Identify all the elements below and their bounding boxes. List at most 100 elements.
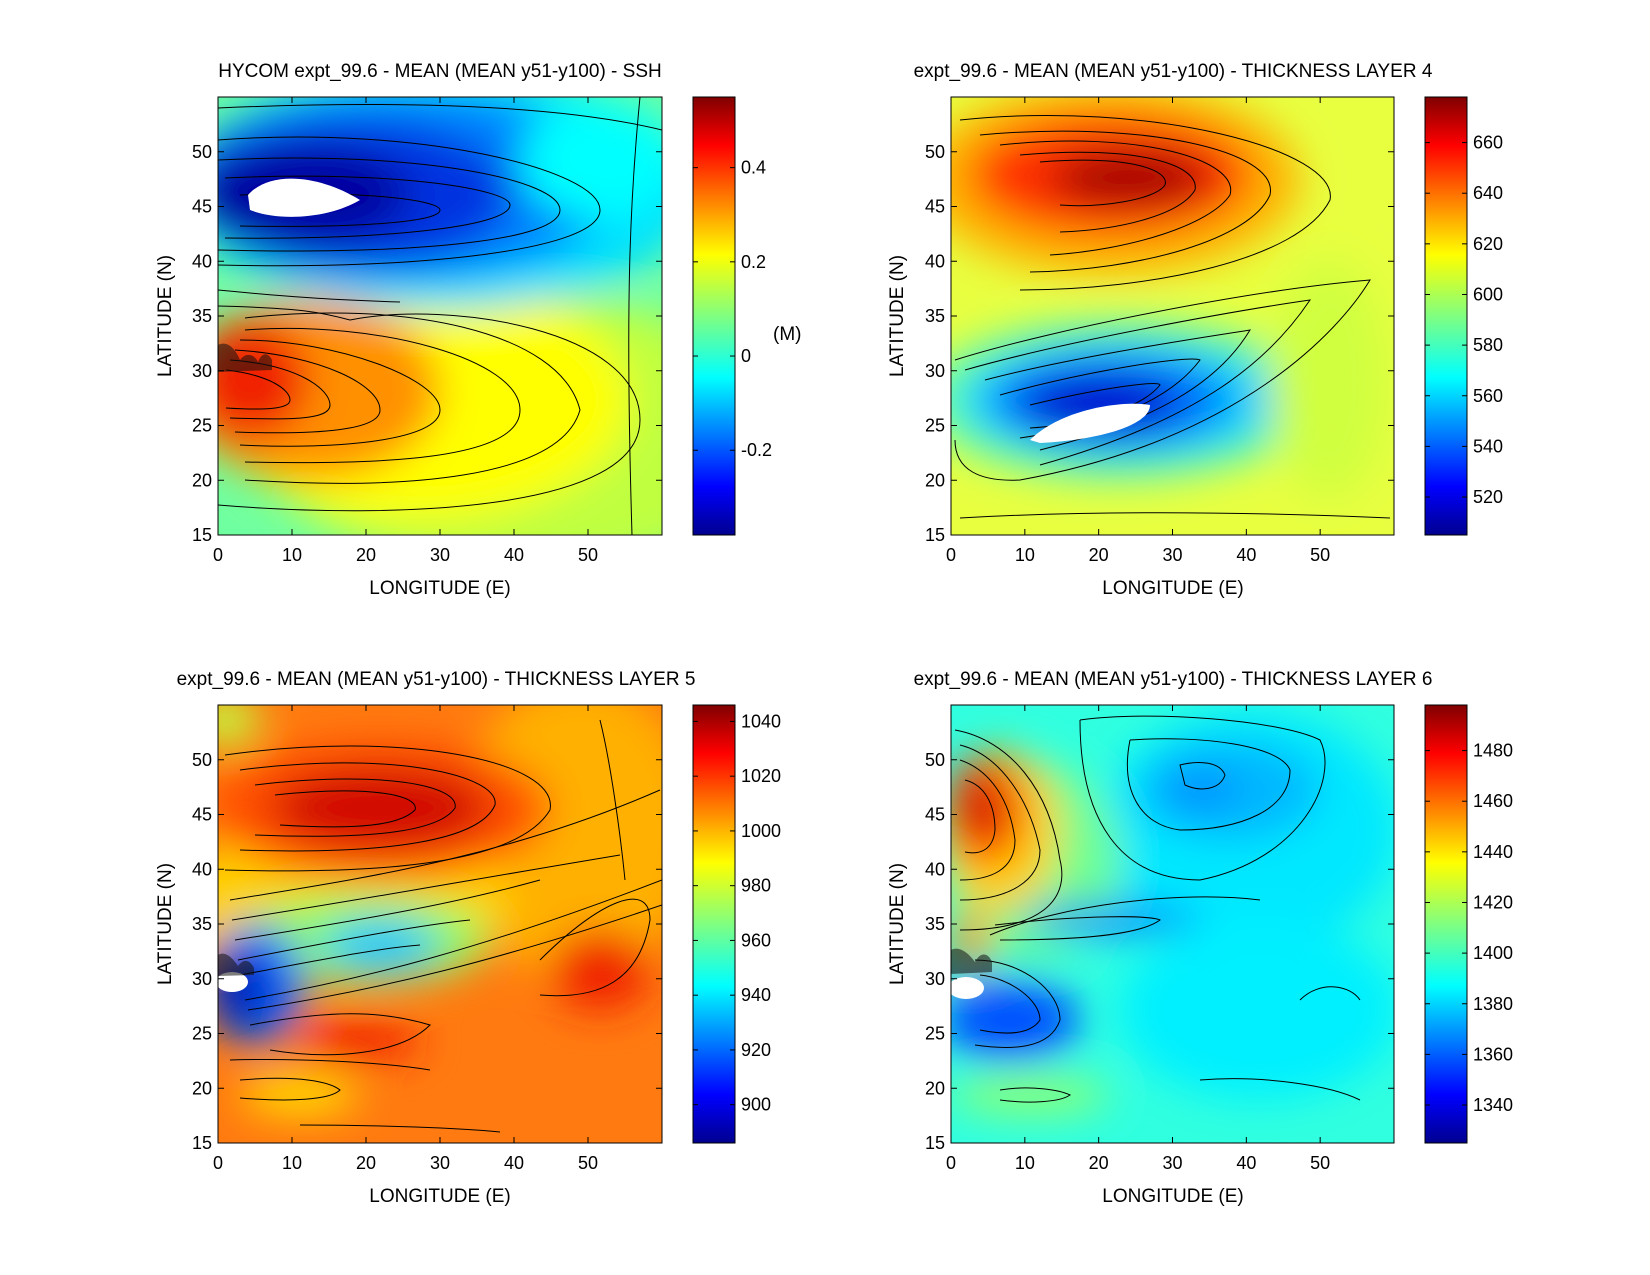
x-axis-label: LONGITUDE (E) bbox=[369, 578, 510, 599]
y-tick-label: 35 bbox=[925, 306, 945, 326]
colorbar-tick-label: 1420 bbox=[1473, 892, 1513, 912]
colorbar-tick-label: 940 bbox=[741, 985, 771, 1005]
y-tick-label: 20 bbox=[925, 1078, 945, 1098]
plot-area bbox=[951, 97, 1394, 535]
x-axis: 0 10 20 30 40 50 bbox=[946, 705, 1330, 1173]
y-tick-label: 25 bbox=[192, 1024, 212, 1044]
land-mask bbox=[248, 178, 360, 217]
x-tick-label: 10 bbox=[1015, 545, 1035, 565]
plot-area bbox=[218, 97, 662, 535]
x-tick-label: 20 bbox=[1089, 545, 1109, 565]
y-tick-label: 35 bbox=[192, 914, 212, 934]
colorbar-tick-label: 560 bbox=[1473, 386, 1503, 406]
y-tick-label: 30 bbox=[925, 361, 945, 381]
y-tick-label: 45 bbox=[192, 805, 212, 825]
x-tick-label: 30 bbox=[1162, 545, 1182, 565]
y-tick-label: 40 bbox=[192, 859, 212, 879]
x-axis-label: LONGITUDE (E) bbox=[1102, 1186, 1243, 1207]
chart-title: expt_99.6 - MEAN (MEAN y51-y100) - THICK… bbox=[177, 669, 696, 690]
y-tick-label: 50 bbox=[192, 142, 212, 162]
chart-title: HYCOM expt_99.6 - MEAN (MEAN y51-y100) -… bbox=[218, 61, 661, 82]
y-tick-label: 50 bbox=[925, 750, 945, 770]
colorbar-tick-label: 1040 bbox=[741, 711, 781, 731]
y-tick-label: 25 bbox=[925, 416, 945, 436]
panel-layer-4: expt_99.6 - MEAN (MEAN y51-y100) - THICK… bbox=[887, 61, 1503, 599]
chart-title: expt_99.6 - MEAN (MEAN y51-y100) - THICK… bbox=[914, 669, 1433, 690]
colorbar-tick-label: 1020 bbox=[741, 766, 781, 786]
colorbar-gradient bbox=[1424, 704, 1468, 1144]
colorbar-gradient bbox=[1424, 96, 1468, 536]
x-tick-label: 50 bbox=[578, 545, 598, 565]
x-tick-label: 40 bbox=[504, 1153, 524, 1173]
x-tick-label: 20 bbox=[356, 1153, 376, 1173]
colorbar-tick-label: 520 bbox=[1473, 487, 1503, 507]
y-tick-label: 50 bbox=[192, 750, 212, 770]
y-axis: 15 20 25 30 35 40 45 50 bbox=[925, 142, 1394, 545]
y-tick-label: 45 bbox=[925, 197, 945, 217]
y-axis: 15 20 25 30 35 40 45 50 bbox=[925, 750, 1394, 1153]
colorbar-tick-label: 620 bbox=[1473, 234, 1503, 254]
colorbar-tick-label: 1400 bbox=[1473, 943, 1513, 963]
colorbar-tick-label: 0.4 bbox=[741, 158, 766, 178]
y-tick-label: 45 bbox=[925, 805, 945, 825]
y-tick-label: 20 bbox=[192, 470, 212, 490]
x-tick-label: 0 bbox=[213, 1153, 223, 1173]
x-axis: 0 10 20 30 40 50 bbox=[946, 97, 1330, 565]
panel-ssh: HYCOM expt_99.6 - MEAN (MEAN y51-y100) -… bbox=[155, 61, 801, 599]
x-tick-label: 50 bbox=[578, 1153, 598, 1173]
colorbar-label: (M) bbox=[773, 324, 801, 345]
y-axis-label: LATITUDE (N) bbox=[155, 863, 176, 985]
y-tick-label: 40 bbox=[925, 251, 945, 271]
colorbar-ticks: 520 540 560 580 600 620 640 660 bbox=[1425, 133, 1503, 507]
land-mask bbox=[218, 972, 248, 992]
colorbar-tick-label: 660 bbox=[1473, 133, 1503, 153]
land-mask bbox=[1030, 403, 1150, 443]
x-tick-label: 0 bbox=[946, 545, 956, 565]
y-tick-label: 45 bbox=[192, 197, 212, 217]
x-tick-label: 40 bbox=[1236, 545, 1256, 565]
y-tick-label: 30 bbox=[192, 361, 212, 381]
colorbar-tick-label: -0.2 bbox=[741, 440, 772, 460]
x-tick-label: 20 bbox=[1089, 1153, 1109, 1173]
colorbar-tick-label: 1360 bbox=[1473, 1044, 1513, 1064]
x-axis: 0 10 20 30 40 50 bbox=[213, 705, 598, 1173]
chart-title: expt_99.6 - MEAN (MEAN y51-y100) - THICK… bbox=[914, 61, 1433, 82]
x-tick-label: 40 bbox=[1236, 1153, 1256, 1173]
x-tick-label: 10 bbox=[1015, 1153, 1035, 1173]
y-tick-label: 35 bbox=[192, 306, 212, 326]
y-tick-label: 15 bbox=[925, 1133, 945, 1153]
x-tick-label: 0 bbox=[213, 545, 223, 565]
colorbar-tick-label: 1480 bbox=[1473, 741, 1513, 761]
x-tick-label: 50 bbox=[1310, 545, 1330, 565]
colorbar: 1340 1360 1380 1400 1420 1440 1460 1480 bbox=[1424, 704, 1513, 1144]
colorbar-gradient bbox=[692, 96, 736, 536]
x-tick-label: 40 bbox=[504, 545, 524, 565]
panel-layer-5: expt_99.6 - MEAN (MEAN y51-y100) - THICK… bbox=[155, 669, 781, 1207]
y-axis-label: LATITUDE (N) bbox=[887, 255, 908, 377]
colorbar: 900 920 940 960 980 1000 1020 1040 bbox=[692, 704, 781, 1144]
panel-layer-6: expt_99.6 - MEAN (MEAN y51-y100) - THICK… bbox=[887, 669, 1513, 1207]
colorbar-tick-label: 640 bbox=[1473, 183, 1503, 203]
y-axis: 15 20 25 30 35 40 45 50 bbox=[192, 750, 662, 1153]
colorbar-tick-label: 0.2 bbox=[741, 252, 766, 272]
y-tick-label: 40 bbox=[192, 251, 212, 271]
colorbar-tick-label: 600 bbox=[1473, 284, 1503, 304]
colorbar-tick-label: 0 bbox=[741, 346, 751, 366]
x-tick-label: 10 bbox=[282, 545, 302, 565]
colorbar-tick-label: 960 bbox=[741, 930, 771, 950]
y-tick-label: 25 bbox=[192, 416, 212, 436]
colorbar-tick-label: 540 bbox=[1473, 436, 1503, 456]
x-tick-label: 50 bbox=[1310, 1153, 1330, 1173]
y-tick-label: 50 bbox=[925, 142, 945, 162]
colorbar-tick-label: 1380 bbox=[1473, 994, 1513, 1014]
x-axis-label: LONGITUDE (E) bbox=[1102, 578, 1243, 599]
x-tick-label: 10 bbox=[282, 1153, 302, 1173]
colorbar-tick-label: 920 bbox=[741, 1040, 771, 1060]
y-axis-label: LATITUDE (N) bbox=[887, 863, 908, 985]
plot-area bbox=[951, 705, 1394, 1143]
x-tick-label: 30 bbox=[1162, 1153, 1182, 1173]
colorbar-ticks: 900 920 940 960 980 1000 1020 1040 bbox=[693, 711, 781, 1115]
y-tick-label: 40 bbox=[925, 859, 945, 879]
y-tick-label: 20 bbox=[192, 1078, 212, 1098]
